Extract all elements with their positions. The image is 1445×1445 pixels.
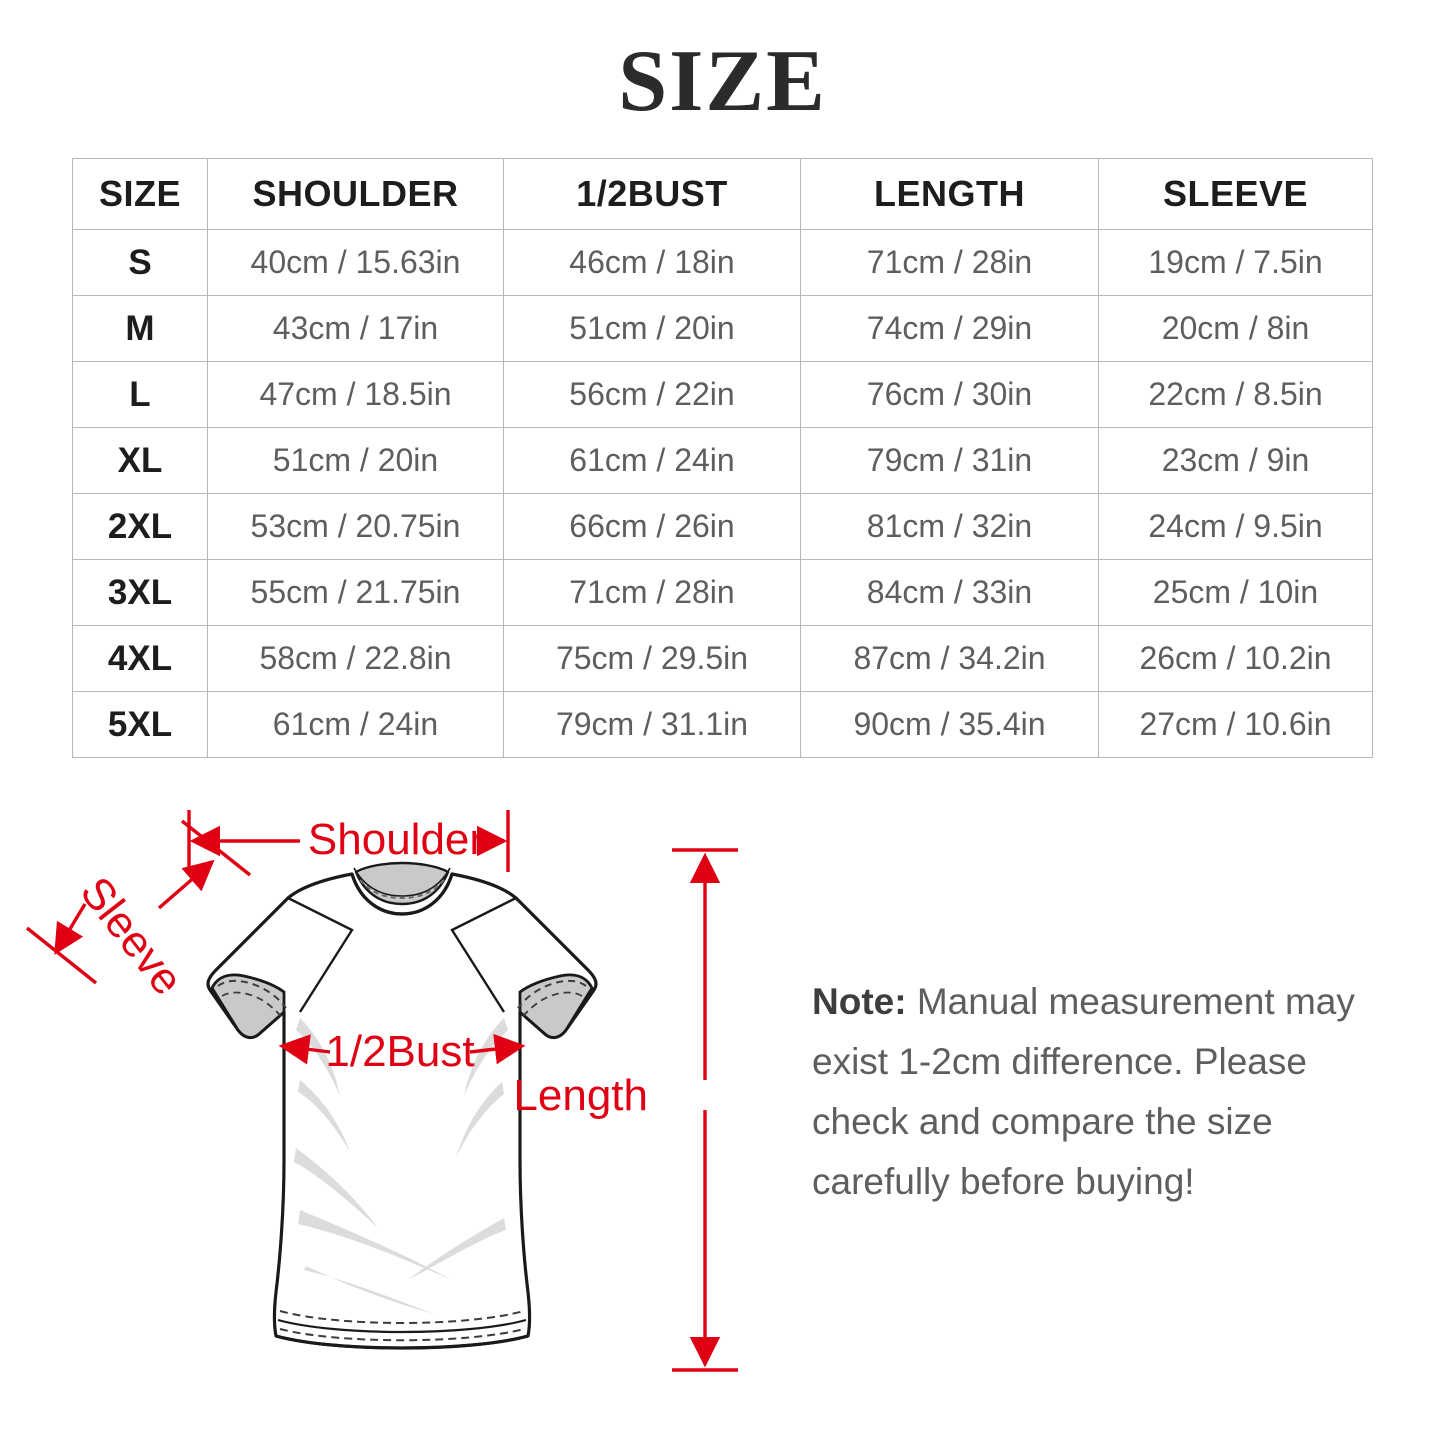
cell-bust: 71cm / 28in [503,559,801,626]
cell-size: 5XL [72,691,208,758]
cell-length: 74cm / 29in [800,295,1099,362]
bottom-hem [275,1334,529,1350]
cell-bust: 79cm / 31.1in [503,691,801,758]
cell-length: 81cm / 32in [800,493,1099,560]
column-header-size: SIZE [72,158,208,230]
cell-shoulder: 43cm / 17in [207,295,504,362]
cell-shoulder: 61cm / 24in [207,691,504,758]
cell-size: 2XL [72,493,208,560]
cell-size: M [72,295,208,362]
cell-shoulder: 58cm / 22.8in [207,625,504,692]
collar-outer [350,873,454,916]
bust-measure-annotation: 1/2Bust [278,1027,526,1076]
cell-bust: 51cm / 20in [503,295,801,362]
note-text: Manual measurement may exist 1-2cm diffe… [812,981,1355,1202]
sleeve-cuff-right [518,973,594,1039]
cell-bust: 56cm / 22in [503,361,801,428]
cell-bust: 46cm / 18in [503,229,801,296]
collar-stitch [359,879,445,900]
shoulder-label: Shoulder [308,815,484,864]
sleeve-arrow-lower [54,903,87,955]
cell-sleeve: 25cm / 10in [1098,559,1373,626]
column-header-shoulder: SHOULDER [207,158,504,230]
cell-shoulder: 51cm / 20in [207,427,504,494]
cell-shoulder: 47cm / 18.5in [207,361,504,428]
tshirt-illustration [206,861,598,1350]
sleeve-label: Sleeve [71,868,192,1004]
table-row: XL 51cm / 20in 61cm / 24in 79cm / 31in 2… [72,427,1373,494]
length-measure-annotation: Length [513,848,738,1372]
cell-bust: 75cm / 29.5in [503,625,801,692]
table-row: S 40cm / 15.63in 46cm / 18in 71cm / 28in… [72,229,1373,296]
bust-arrow-left [278,1034,331,1065]
cell-shoulder: 55cm / 21.75in [207,559,504,626]
table-row: 4XL 58cm / 22.8in 75cm / 29.5in 87cm / 3… [72,625,1373,692]
cell-size: S [72,229,208,296]
table-row: M 43cm / 17in 51cm / 20in 74cm / 29in 20… [72,295,1373,362]
column-header-bust: 1/2BUST [503,158,801,230]
table-row: 2XL 53cm / 20.75in 66cm / 26in 81cm / 32… [72,493,1373,560]
bust-label: 1/2Bust [325,1027,474,1076]
cell-sleeve: 26cm / 10.2in [1098,625,1373,692]
cell-length: 90cm / 35.4in [800,691,1099,758]
shoulder-seam-left [287,896,354,1013]
cell-bust: 61cm / 24in [503,427,801,494]
cell-sleeve: 24cm / 9.5in [1098,493,1373,560]
bust-arrow-right [469,1033,526,1065]
sleeve-tick-upper [180,819,252,877]
measurement-note: Note: Manual measurement may exist 1-2cm… [812,972,1392,1212]
fabric-shading [294,1018,508,1314]
size-chart-table: SIZE SHOULDER 1/2BUST LENGTH SLEEVE S 40… [72,158,1373,758]
cell-size: L [72,361,208,428]
shoulder-measure-annotation: Shoulder [187,810,510,872]
cell-size: 3XL [72,559,208,626]
page-title: SIZE [618,33,827,130]
cell-shoulder: 40cm / 15.63in [207,229,504,296]
column-header-length: LENGTH [800,158,1099,230]
cell-sleeve: 27cm / 10.6in [1098,691,1373,758]
table-row: 3XL 55cm / 21.75in 71cm / 28in 84cm / 33… [72,559,1373,626]
cell-length: 76cm / 30in [800,361,1099,428]
cell-size: XL [72,427,208,494]
sleeve-arrow-upper [157,859,215,910]
cell-sleeve: 19cm / 7.5in [1098,229,1373,296]
length-label: Length [513,1071,648,1120]
table-row: 5XL 61cm / 24in 79cm / 31.1in 90cm / 35.… [72,691,1373,758]
table-header-row: SIZE SHOULDER 1/2BUST LENGTH SLEEVE [72,158,1373,230]
cell-sleeve: 20cm / 8in [1098,295,1373,362]
collar-rib [353,867,451,897]
cell-sleeve: 22cm / 8.5in [1098,361,1373,428]
column-header-sleeve: SLEEVE [1098,158,1373,230]
bottom-hem-stitch-1 [279,1310,525,1324]
sleeve-cuff-left [210,973,286,1039]
cell-length: 87cm / 34.2in [800,625,1099,692]
sleeve-tick-lower [25,926,98,985]
note-label: Note: [812,981,907,1022]
tshirt-measurement-diagram: Shoulder Sleeve 1/2Bust Length [0,780,800,1440]
cell-shoulder: 53cm / 20.75in [207,493,504,560]
cell-size: 4XL [72,625,208,692]
cell-length: 71cm / 28in [800,229,1099,296]
cell-length: 84cm / 33in [800,559,1099,626]
shoulder-seam-right [450,896,517,1013]
cell-length: 79cm / 31in [800,427,1099,494]
cell-bust: 66cm / 26in [503,493,801,560]
table-row: L 47cm / 18.5in 56cm / 22in 76cm / 30in … [72,361,1373,428]
bottom-hem-inner [277,1318,527,1334]
cell-sleeve: 23cm / 9in [1098,427,1373,494]
sleeve-cuff-right-stitch2 [520,991,583,1020]
bottom-hem-stitch-2 [279,1328,525,1342]
sleeve-cuff-left-stitch2 [221,991,284,1020]
